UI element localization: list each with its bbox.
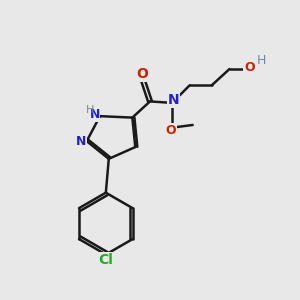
Text: O: O: [244, 61, 254, 74]
Text: N: N: [89, 108, 100, 121]
Text: O: O: [165, 124, 176, 137]
Text: N: N: [168, 93, 179, 107]
Text: N: N: [76, 135, 86, 148]
Text: H: H: [85, 105, 94, 115]
Text: O: O: [137, 67, 148, 81]
Text: Cl: Cl: [98, 253, 113, 267]
Text: H: H: [257, 54, 267, 67]
